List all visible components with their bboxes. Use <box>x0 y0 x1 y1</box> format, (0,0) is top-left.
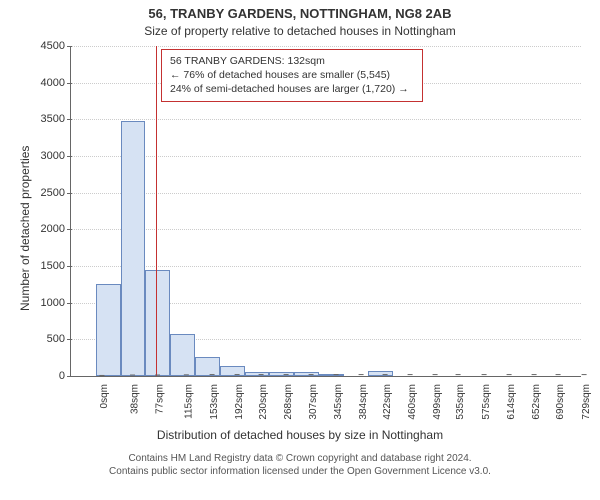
histogram-bar <box>195 357 220 376</box>
page-subtitle: Size of property relative to detached ho… <box>0 24 600 38</box>
histogram-bar <box>121 121 146 376</box>
x-tick-label: 652sqm <box>529 376 542 420</box>
y-tick-label: 1500 <box>41 260 71 272</box>
histogram-plot: 05001000150020002500300035004000450056 T… <box>70 46 581 377</box>
x-tick-label: 77sqm <box>152 376 165 414</box>
x-tick-label: 575sqm <box>479 376 492 420</box>
footer-line-1: Contains HM Land Registry data © Crown c… <box>128 453 471 464</box>
x-tick-label: 230sqm <box>257 376 270 420</box>
annotation-line: 24% of semi-detached houses are larger (… <box>170 82 414 96</box>
y-tick-label: 4500 <box>41 40 71 52</box>
x-tick-label: 535sqm <box>453 376 466 420</box>
y-tick-label: 3500 <box>41 113 71 125</box>
annotation-line: ← 76% of detached houses are smaller (5,… <box>170 68 414 82</box>
x-tick-label: 345sqm <box>331 376 344 420</box>
x-tick-label: 268sqm <box>281 376 294 420</box>
gridline <box>71 266 581 267</box>
gridline <box>71 156 581 157</box>
y-tick-label: 1000 <box>41 297 71 309</box>
x-tick-label: 690sqm <box>554 376 567 420</box>
x-tick-label: 499sqm <box>430 376 443 420</box>
x-tick-label: 729sqm <box>579 376 592 420</box>
annotation-box: 56 TRANBY GARDENS: 132sqm← 76% of detach… <box>161 49 423 102</box>
histogram-bar <box>220 366 245 376</box>
y-tick-label: 2500 <box>41 187 71 199</box>
x-tick-label: 614sqm <box>504 376 517 420</box>
annotation-line: 56 TRANBY GARDENS: 132sqm <box>170 54 414 68</box>
histogram-bar <box>170 334 195 376</box>
x-tick-label: 153sqm <box>207 376 220 420</box>
x-tick-label: 38sqm <box>127 376 140 414</box>
x-tick-label: 192sqm <box>232 376 245 420</box>
x-tick-label: 115sqm <box>182 376 195 419</box>
reference-line <box>156 46 157 376</box>
y-tick-label: 3000 <box>41 150 71 162</box>
footer-line-2: Contains public sector information licen… <box>109 466 491 477</box>
histogram-bar <box>96 284 121 376</box>
y-tick-label: 0 <box>59 370 71 382</box>
histogram-bar <box>145 270 170 376</box>
gridline <box>71 193 581 194</box>
gridline <box>71 46 581 47</box>
x-tick-label: 307sqm <box>306 376 319 420</box>
y-axis-label: Number of detached properties <box>18 146 32 311</box>
page-title: 56, TRANBY GARDENS, NOTTINGHAM, NG8 2AB <box>0 6 600 21</box>
gridline <box>71 229 581 230</box>
footer-attribution: Contains HM Land Registry data © Crown c… <box>0 452 600 478</box>
gridline <box>71 119 581 120</box>
x-axis-label: Distribution of detached houses by size … <box>0 428 600 442</box>
x-tick-label: 384sqm <box>356 376 369 420</box>
x-tick-label: 0sqm <box>97 376 110 408</box>
x-tick-label: 460sqm <box>405 376 418 420</box>
y-tick-label: 4000 <box>41 77 71 89</box>
y-tick-label: 500 <box>47 333 71 345</box>
y-tick-label: 2000 <box>41 223 71 235</box>
x-tick-label: 422sqm <box>381 376 394 420</box>
